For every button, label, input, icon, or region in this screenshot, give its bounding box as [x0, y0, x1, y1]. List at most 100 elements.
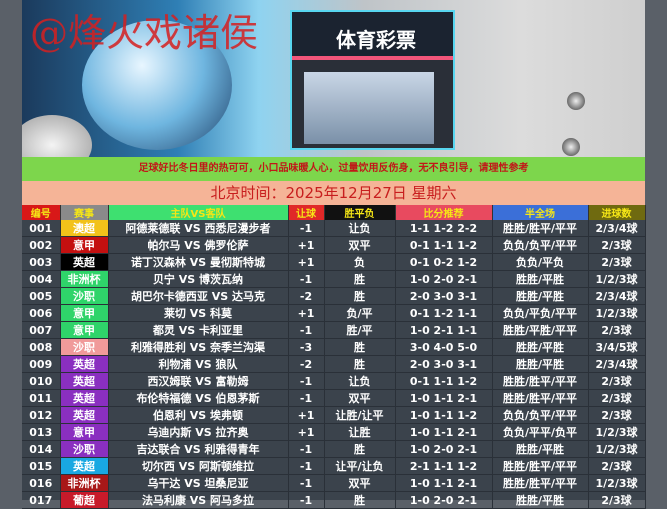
- cell-scores: 1-0 1-1 2-1: [395, 474, 493, 492]
- cell-league: 英超: [60, 355, 109, 373]
- cell-half-full: 胜胜/平胜/平平: [492, 321, 589, 339]
- cell-league: 英超: [60, 389, 109, 407]
- cell-league: 意甲: [60, 304, 109, 322]
- table-row: 008 沙职 利雅得胜利 VS 奈季兰沟渠 -3 胜 3-0 4-0 5-0 胜胜/平胜 3/…: [22, 338, 646, 356]
- cell-goals: 3/4/5球: [588, 338, 646, 356]
- header-no: 编号: [22, 205, 61, 220]
- cell-handicap: -1: [288, 474, 325, 492]
- cell-league: 意甲: [60, 321, 109, 339]
- cell-scores: 1-0 2-0 2-1: [395, 491, 493, 509]
- cell-goals: 2/3球: [588, 372, 646, 390]
- cell-handicap: +1: [288, 236, 325, 254]
- store-sign: 体育彩票: [292, 12, 453, 60]
- table-row: 009 英超 利物浦 VS 狼队 -2 胜 2-0 3-0 3-1 胜胜/平胜 2/3/4球: [22, 355, 646, 373]
- table-row: 016 非洲杯 乌干达 VS 坦桑尼亚 -1 双平 1-0 1-1 2-1 胜胜/胜平/平平…: [22, 474, 646, 492]
- cell-scores: 1-0 2-0 2-1: [395, 270, 493, 288]
- cell-match: 乌迪内斯 VS 拉齐奥: [108, 423, 289, 441]
- cell-no: 008: [22, 338, 61, 356]
- cell-goals: 2/3球: [588, 457, 646, 475]
- cell-result: 胜: [324, 287, 396, 305]
- cell-scores: 2-1 1-1 1-2: [395, 457, 493, 475]
- cell-league: 沙职: [60, 440, 109, 458]
- football-graphic: [82, 20, 232, 150]
- cell-league: 沙职: [60, 287, 109, 305]
- cell-half-full: 胜胜/胜平/平平: [492, 474, 589, 492]
- cell-result: 双平: [324, 236, 396, 254]
- cell-goals: 2/3球: [588, 253, 646, 271]
- slogan: 足球好比冬日里的热可可，小口品味暖人心，过量饮用反伤身，无不良引导，请理性参考: [22, 157, 645, 181]
- cell-handicap: -1: [288, 389, 325, 407]
- cell-handicap: +1: [288, 406, 325, 424]
- cell-match: 西汉姆联 VS 富勒姆: [108, 372, 289, 390]
- cell-half-full: 胜胜/平胜: [492, 287, 589, 305]
- cell-half-full: 胜胜/胜平/平平: [492, 220, 589, 237]
- cell-half-full: 负负/平平/负平: [492, 423, 589, 441]
- cell-no: 004: [22, 270, 61, 288]
- table-row: 006 意甲 莱切 VS 科莫 +1 负/平 0-1 1-2 1-1 负负/平负/平平 1/2…: [22, 304, 646, 322]
- cell-handicap: +1: [288, 253, 325, 271]
- cell-no: 009: [22, 355, 61, 373]
- cell-no: 012: [22, 406, 61, 424]
- cell-league: 澳超: [60, 220, 109, 237]
- cell-result: 让平/让负: [324, 457, 396, 475]
- table-row: 014 沙职 吉达联合 VS 利雅得青年 -1 胜 1-0 2-0 2-1 胜胜/平胜 1/2…: [22, 440, 646, 458]
- cell-goals: 1/2/3球: [588, 440, 646, 458]
- cell-result: 胜: [324, 491, 396, 509]
- cell-scores: 0-1 0-2 1-2: [395, 253, 493, 271]
- cell-result: 让胜/让平: [324, 406, 396, 424]
- cell-league: 英超: [60, 372, 109, 390]
- table-header: 编号 赛事 主队VS客队 让球 胜平负 比分推荐 半全场 进球数: [22, 205, 646, 220]
- cell-no: 002: [22, 236, 61, 254]
- cell-result: 胜: [324, 355, 396, 373]
- cell-goals: 1/2/3球: [588, 474, 646, 492]
- cell-half-full: 胜胜/平胜: [492, 270, 589, 288]
- cell-goals: 2/3球: [588, 491, 646, 509]
- football-graphic: [562, 138, 580, 156]
- cell-no: 017: [22, 491, 61, 509]
- header-match: 主队VS客队: [108, 205, 289, 220]
- cell-no: 013: [22, 423, 61, 441]
- cell-match: 利物浦 VS 狼队: [108, 355, 289, 373]
- cell-result: 负/平: [324, 304, 396, 322]
- table-row: 002 意甲 帕尔马 VS 佛罗伦萨 +1 双平 0-1 1-1 1-2 负负/负平/平平 2…: [22, 236, 646, 254]
- lottery-store-graphic: 体育彩票: [290, 10, 455, 150]
- table-row: 012 英超 伯恩利 VS 埃弗顿 +1 让胜/让平 1-0 1-1 1-2 负负/负平/平…: [22, 406, 646, 424]
- cell-goals: 1/2/3球: [588, 270, 646, 288]
- cell-result: 让负: [324, 372, 396, 390]
- cell-scores: 0-1 1-1 1-2: [395, 236, 493, 254]
- cell-goals: 2/3/4球: [588, 287, 646, 305]
- cell-scores: 1-0 2-1 1-1: [395, 321, 493, 339]
- cell-handicap: -2: [288, 355, 325, 373]
- cell-no: 005: [22, 287, 61, 305]
- cell-match: 布伦特福德 VS 伯恩茅斯: [108, 389, 289, 407]
- cell-no: 007: [22, 321, 61, 339]
- cell-half-full: 负负/负平/平平: [492, 236, 589, 254]
- cell-result: 双平: [324, 474, 396, 492]
- header-half-full: 半全场: [492, 205, 589, 220]
- cell-goals: 1/2/3球: [588, 423, 646, 441]
- store-window: [304, 72, 434, 144]
- cell-handicap: -1: [288, 440, 325, 458]
- cell-match: 帕尔马 VS 佛罗伦萨: [108, 236, 289, 254]
- banner-image: 体育彩票 @烽火戏诸侯: [22, 0, 645, 157]
- cell-league: 英超: [60, 457, 109, 475]
- table-row: 017 葡超 法马利康 VS 阿马多拉 -1 胜 1-0 2-0 2-1 胜胜/平胜 2/3球: [22, 491, 646, 509]
- cell-league: 葡超: [60, 491, 109, 509]
- header-handicap: 让球: [288, 205, 325, 220]
- header-scores: 比分推荐: [395, 205, 493, 220]
- cell-half-full: 胜胜/平胜: [492, 491, 589, 509]
- cell-handicap: -1: [288, 321, 325, 339]
- cell-result: 让胜: [324, 423, 396, 441]
- cell-league: 英超: [60, 406, 109, 424]
- cell-half-full: 胜胜/胜平/平平: [492, 457, 589, 475]
- cell-goals: 2/3球: [588, 406, 646, 424]
- cell-half-full: 胜胜/平胜: [492, 355, 589, 373]
- cell-match: 吉达联合 VS 利雅得青年: [108, 440, 289, 458]
- cell-handicap: -1: [288, 270, 325, 288]
- header-league: 赛事: [60, 205, 109, 220]
- cell-goals: 2/3球: [588, 321, 646, 339]
- cell-match: 利雅得胜利 VS 奈季兰沟渠: [108, 338, 289, 356]
- prediction-table: 编号 赛事 主队VS客队 让球 胜平负 比分推荐 半全场 进球数 001 澳超 阿德莱德联 VS …: [22, 205, 646, 509]
- cell-match: 伯恩利 VS 埃弗顿: [108, 406, 289, 424]
- cell-half-full: 负负/平负: [492, 253, 589, 271]
